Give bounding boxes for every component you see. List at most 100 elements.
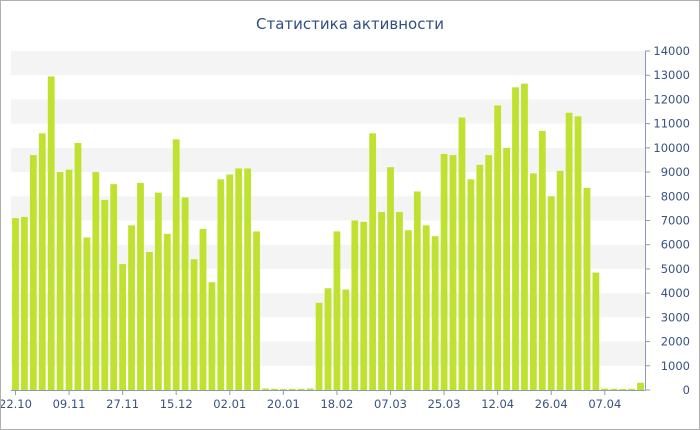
bar (360, 221, 368, 390)
bar (431, 236, 439, 390)
y-tick-label: 12000 (653, 92, 690, 106)
bar (351, 220, 359, 390)
bar (422, 225, 430, 390)
bar (38, 133, 46, 390)
bar (637, 382, 644, 390)
bar (271, 388, 278, 390)
bar (628, 388, 635, 390)
bar (592, 272, 600, 390)
bar (601, 388, 609, 390)
y-tick-label: 2000 (661, 335, 690, 349)
bar (244, 168, 252, 390)
y-axis: 0 1000 2000 3000 4000 5000 6000 7000 8000 9000 100… (645, 44, 690, 397)
bar (279, 389, 287, 390)
y-tick-label: 14000 (653, 44, 690, 58)
bar (610, 388, 618, 390)
bar (297, 388, 305, 390)
x-tick-label: 22.10 (1, 397, 32, 411)
bar (226, 174, 234, 390)
bar (92, 172, 100, 390)
bar (146, 251, 153, 390)
bar (288, 388, 296, 390)
bar (521, 83, 528, 390)
y-tick-label: 10000 (653, 141, 690, 155)
x-tick-label: 18.02 (320, 397, 353, 411)
bar (262, 388, 269, 390)
chart-title: Статистика активности (256, 15, 444, 33)
bar (74, 143, 82, 390)
bar (181, 197, 189, 390)
bar (163, 233, 171, 390)
y-tick-label: 1000 (661, 359, 690, 373)
y-tick-label: 4000 (661, 286, 690, 300)
x-tick-label: 07.04 (588, 397, 621, 411)
x-tick-label: 02.01 (213, 397, 246, 411)
bar (387, 167, 394, 390)
x-tick-label: 09.11 (53, 397, 86, 411)
grid-band (11, 51, 645, 76)
bar (565, 112, 573, 390)
bar (137, 182, 144, 390)
bar (56, 172, 64, 390)
x-tick-label: 27.11 (106, 397, 139, 411)
bar (503, 147, 510, 390)
bar-series (12, 76, 644, 391)
bar (413, 191, 421, 390)
bar (47, 76, 55, 391)
y-tick-label: 3000 (661, 310, 690, 324)
bar (119, 264, 127, 390)
bar (235, 168, 243, 390)
y-tick-label: 8000 (661, 189, 690, 203)
bar (128, 225, 135, 390)
y-tick-label: 11000 (653, 117, 690, 131)
bar (404, 230, 412, 390)
grid-band (11, 99, 645, 124)
grid-band (11, 147, 645, 173)
bar (29, 155, 37, 390)
bar (440, 153, 448, 390)
x-tick-label: 25.03 (428, 397, 461, 411)
bar (485, 155, 493, 390)
bar (172, 139, 180, 390)
bar (65, 169, 73, 390)
bar (583, 187, 591, 390)
x-axis: 22.10 09.11 27.11 15.12 02.01 20.01 18.02 07.03… (1, 390, 645, 411)
bar (342, 289, 350, 390)
bar (101, 199, 109, 390)
bar (476, 164, 484, 390)
bar (253, 231, 260, 390)
bar (378, 212, 385, 390)
y-tick-label: 9000 (661, 165, 690, 179)
bar (369, 133, 377, 390)
x-tick-label: 07.03 (374, 397, 407, 411)
bar (574, 116, 582, 390)
bar (306, 388, 314, 390)
bar (190, 259, 198, 390)
bar (324, 288, 332, 390)
bar (217, 179, 225, 390)
bar (333, 231, 341, 390)
bar (315, 302, 323, 390)
x-tick-label: 26.04 (535, 397, 568, 411)
y-tick-label: 7000 (661, 214, 690, 228)
bar (619, 389, 627, 390)
bar (556, 170, 564, 390)
bar (538, 130, 546, 390)
bar (467, 179, 475, 390)
bar (547, 196, 555, 390)
bar (396, 212, 403, 390)
y-tick-label: 0 (683, 383, 690, 397)
bar (449, 155, 457, 390)
bar (21, 216, 28, 390)
bar (494, 105, 502, 390)
y-tick-label: 6000 (661, 238, 690, 252)
bar (12, 218, 19, 390)
bar (458, 117, 466, 390)
bar (199, 228, 207, 390)
bar (529, 173, 537, 390)
y-tick-label: 5000 (661, 262, 690, 276)
x-tick-label: 12.04 (481, 397, 514, 411)
bar (154, 192, 162, 390)
